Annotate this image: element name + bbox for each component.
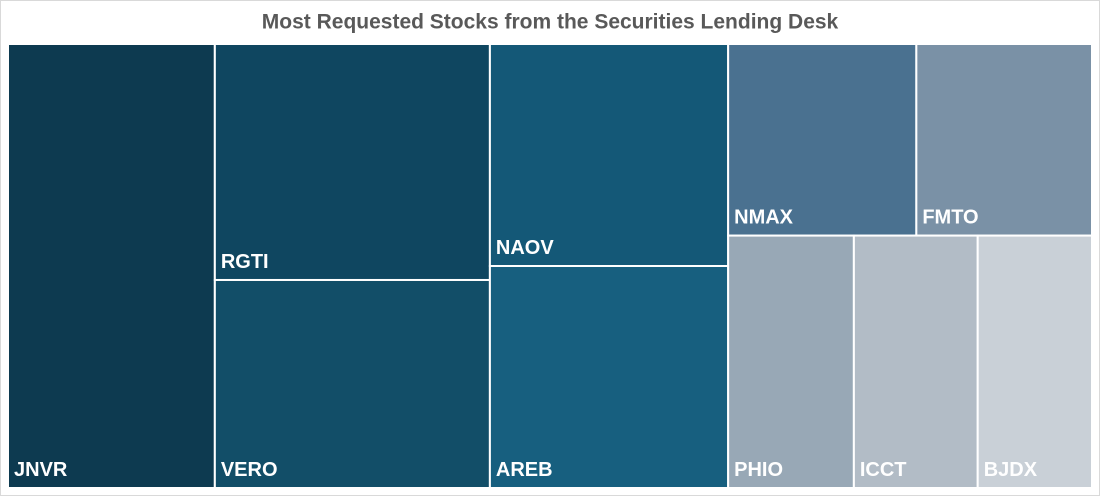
tile-label: BJDX xyxy=(984,459,1038,481)
tile xyxy=(915,43,1093,237)
tile-label: ICCT xyxy=(860,459,907,481)
tile-label: VERO xyxy=(221,459,278,481)
tile-label: NMAX xyxy=(734,207,794,229)
tile xyxy=(488,43,730,267)
tile xyxy=(213,43,491,281)
chart-title: Most Requested Stocks from the Securitie… xyxy=(262,11,839,34)
tile xyxy=(727,234,855,489)
tile-label: PHIO xyxy=(734,459,783,481)
tile-label: JNVR xyxy=(14,459,68,481)
tile xyxy=(488,265,730,489)
tile-label: AREB xyxy=(496,459,553,481)
tile xyxy=(852,234,979,489)
tile xyxy=(976,234,1093,489)
tile xyxy=(7,43,216,489)
tile xyxy=(213,278,491,489)
tile-label: NAOV xyxy=(496,237,554,259)
tile-label: FMTO xyxy=(922,207,978,229)
tile xyxy=(727,43,918,237)
tile-label: RGTI xyxy=(221,251,269,273)
